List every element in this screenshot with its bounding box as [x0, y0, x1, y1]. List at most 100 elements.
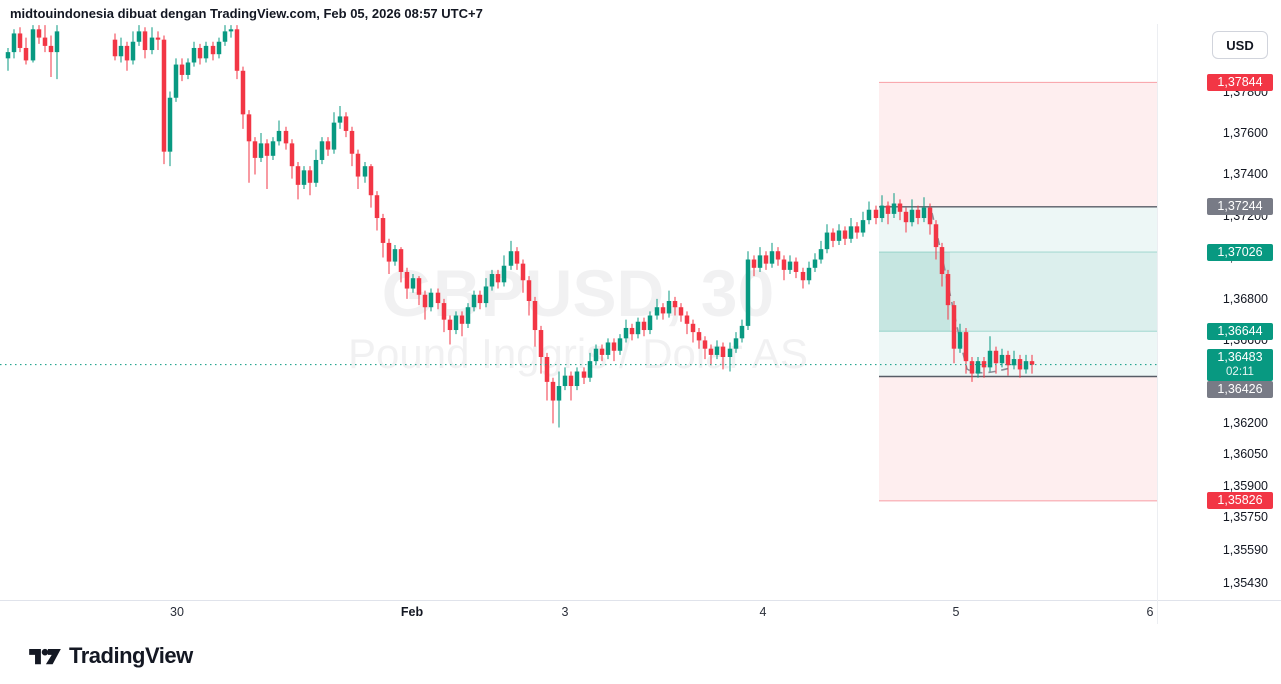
- candle-body: [453, 315, 459, 331]
- candle-body: [465, 307, 471, 324]
- candle-body: [191, 47, 197, 63]
- candle-body: [981, 361, 987, 368]
- short-stop-zone[interactable]: [879, 82, 1157, 207]
- candle-body: [179, 64, 185, 75]
- tradingview-logo-text: TradingView: [69, 643, 193, 668]
- candle-body: [355, 153, 361, 177]
- price-tick-label: 1,35590: [1222, 542, 1268, 557]
- candle-body: [921, 207, 927, 219]
- candle-body: [228, 29, 234, 32]
- candle-body: [112, 39, 118, 57]
- candle-body: [702, 340, 708, 349]
- candle-body: [489, 274, 495, 287]
- candle-body: [289, 143, 295, 167]
- candle-body: [800, 271, 806, 281]
- candle-body: [848, 226, 854, 239]
- candle-body: [428, 292, 434, 308]
- candle-body: [690, 323, 696, 333]
- candle-body: [416, 278, 422, 295]
- candle-body: [1005, 354, 1011, 366]
- candle-body: [793, 261, 799, 272]
- candle-body: [17, 33, 23, 48]
- price-level-badge: 1,35826: [1207, 492, 1273, 510]
- time-axis[interactable]: 30 Feb 3 4 5 6: [0, 601, 1157, 624]
- candle-body: [155, 37, 161, 40]
- candle-body: [745, 259, 751, 326]
- candle-body: [240, 70, 246, 115]
- currency-toggle-button[interactable]: USD: [1212, 31, 1268, 59]
- candle-body: [1029, 361, 1035, 365]
- candle-body: [124, 45, 130, 61]
- candle-body: [380, 218, 386, 243]
- candle-body: [891, 203, 897, 214]
- candle-body: [520, 263, 526, 281]
- candle-body: [23, 47, 29, 61]
- candle-body: [611, 342, 617, 351]
- price-axis[interactable]: 1,378001,376001,374001,372001,370001,368…: [1157, 24, 1281, 601]
- candle-body: [739, 325, 745, 339]
- short-profit-zone[interactable]: [879, 206, 1157, 332]
- candle-body: [197, 47, 203, 59]
- candle-body: [660, 307, 666, 314]
- candle-body: [581, 371, 587, 378]
- candle-body: [775, 251, 781, 260]
- candle-body: [641, 321, 647, 331]
- overlap-highlight[interactable]: [879, 252, 950, 332]
- candle-body: [763, 255, 769, 264]
- candle-body: [824, 232, 830, 250]
- candle-body: [30, 29, 36, 61]
- candle-body: [806, 267, 812, 281]
- long-profit-zone[interactable]: [879, 252, 1157, 377]
- price-tick-label: 1,35900: [1222, 478, 1268, 493]
- candle-body: [939, 247, 945, 275]
- candle-body: [501, 265, 507, 283]
- candle-body: [5, 52, 11, 59]
- candle-body: [714, 346, 720, 355]
- time-tick-label: 5: [952, 605, 960, 619]
- candle-body: [313, 159, 319, 183]
- candle-body: [684, 315, 690, 324]
- candle-body: [593, 348, 599, 362]
- candle-body: [568, 375, 574, 387]
- time-tick-label: 3: [561, 605, 569, 619]
- attribution-text: midtouindonesia dibuat dengan TradingVie…: [10, 6, 483, 21]
- candle-body: [234, 29, 240, 71]
- price-tick-label: 1,36200: [1222, 416, 1268, 431]
- candle-body: [957, 332, 963, 349]
- candle-body: [477, 294, 483, 304]
- candle-body: [696, 332, 702, 341]
- candle-body: [447, 319, 453, 331]
- candle-body: [623, 327, 629, 339]
- time-tick-label: 4: [759, 605, 767, 619]
- candle-body: [270, 141, 276, 156]
- candle-body: [903, 211, 909, 223]
- candle-body: [538, 330, 544, 357]
- time-tick-label: 6: [1146, 605, 1154, 619]
- watermark-symbol: GBPUSD, 30: [381, 256, 775, 330]
- candle-body: [818, 249, 824, 260]
- price-tick-label: 1,37600: [1222, 126, 1268, 140]
- time-tick-label: Feb: [400, 605, 424, 619]
- candle-body: [751, 259, 757, 268]
- candle-body: [720, 346, 726, 357]
- candle-body: [727, 348, 733, 357]
- price-level-badge: 1,36426: [1207, 380, 1273, 398]
- tradingview-logo[interactable]: TradingView: [28, 643, 193, 669]
- candle-body: [842, 230, 848, 239]
- candle-body: [459, 315, 465, 324]
- candle-body: [301, 170, 307, 185]
- candle-body: [136, 31, 142, 42]
- candle-body: [331, 122, 337, 150]
- candle-body: [975, 361, 981, 374]
- candle-body: [343, 116, 349, 131]
- candle-body: [404, 271, 410, 289]
- candle-body: [678, 307, 684, 316]
- candle-body: [398, 249, 404, 272]
- long-stop-zone[interactable]: [879, 376, 1157, 501]
- candle-body: [410, 278, 416, 289]
- candle-body: [526, 280, 532, 301]
- price-level-badge: 1,37026: [1207, 243, 1273, 261]
- candle-body: [897, 203, 903, 212]
